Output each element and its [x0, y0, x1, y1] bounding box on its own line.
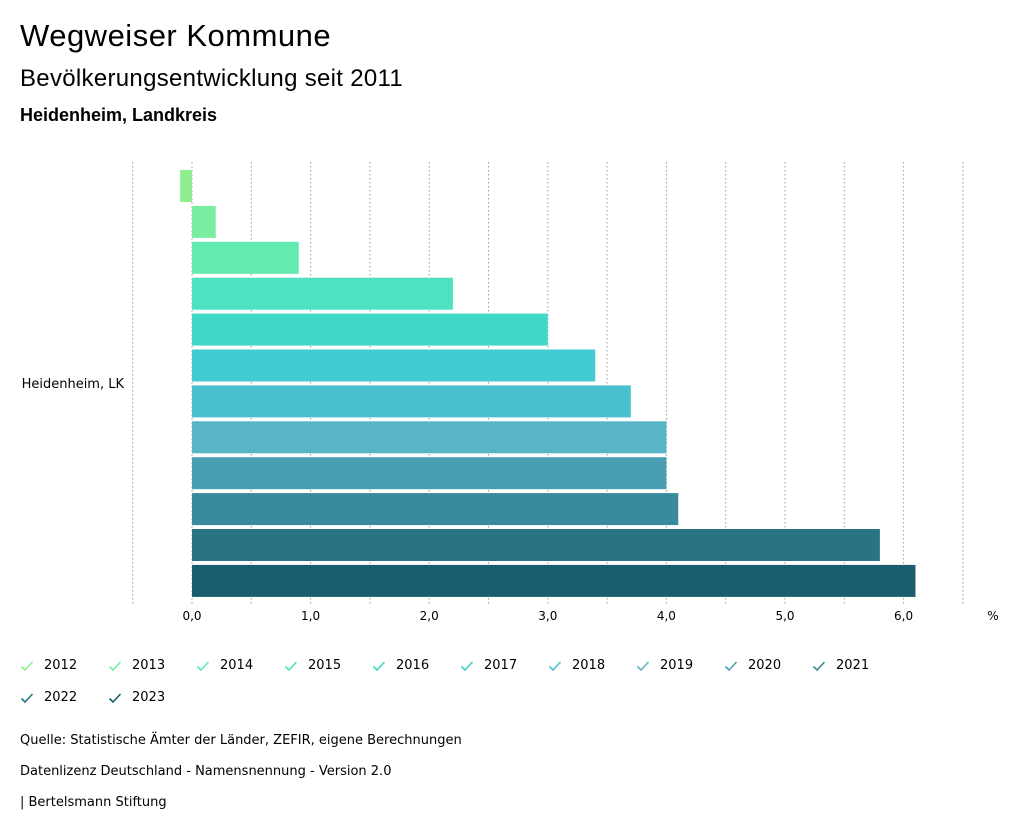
page-title: Wegweiser Kommune — [20, 18, 332, 53]
check-icon — [20, 692, 34, 703]
bar-chart: Heidenheim, LK 0,0 1,0 2,0 3,0 4,0 5,0 6,0% — [22, 162, 999, 623]
legend-label: 2022 — [44, 690, 78, 705]
legend-item-2020[interactable]: 2020 — [724, 658, 781, 673]
legend-item-2022[interactable]: 2022 — [20, 690, 77, 705]
source-note: Quelle: Statistische Ämter der Länder, Z… — [20, 733, 462, 748]
publisher-note: | Bertelsmann Stiftung — [20, 795, 167, 810]
legend-label: 2012 — [44, 658, 78, 673]
region-label: Heidenheim, Landkreis — [20, 105, 218, 125]
legend-item-2017[interactable]: 2017 — [460, 658, 517, 673]
x-tick-label: 1,0 — [301, 609, 320, 623]
legend-item-2023[interactable]: 2023 — [108, 690, 165, 705]
legend-label: 2018 — [572, 658, 606, 673]
bar-2020 — [192, 457, 667, 490]
x-tick-label: 4,0 — [657, 609, 676, 623]
legend-label: 2020 — [748, 658, 782, 673]
check-icon — [724, 660, 738, 671]
check-icon — [284, 660, 298, 671]
check-icon — [372, 660, 386, 671]
chart-subtitle: Bevölkerungsentwicklung seit 2011 — [20, 65, 404, 92]
x-tick-label: 0,0 — [182, 609, 201, 623]
legend-label: 2021 — [836, 658, 870, 673]
bar-2015 — [192, 277, 453, 310]
check-icon — [108, 660, 122, 671]
legend-label: 2014 — [220, 658, 254, 673]
legend-item-2012[interactable]: 2012 — [20, 658, 77, 673]
legend-label: 2016 — [396, 658, 430, 673]
legend-label: 2017 — [484, 658, 518, 673]
legend-item-2013[interactable]: 2013 — [108, 658, 165, 673]
bar-2017 — [192, 349, 596, 382]
check-icon — [20, 660, 34, 671]
legend-item-2014[interactable]: 2014 — [196, 658, 253, 673]
legend-item-2015[interactable]: 2015 — [284, 658, 341, 673]
legend-item-2021[interactable]: 2021 — [812, 658, 869, 673]
x-tick-label: 5,0 — [775, 609, 794, 623]
legend-label: 2013 — [132, 658, 166, 673]
bar-2022 — [192, 529, 880, 561]
check-icon — [108, 692, 122, 703]
bar-2014 — [192, 241, 299, 274]
x-tick-label: 2,0 — [420, 609, 439, 623]
check-icon — [812, 660, 826, 671]
check-icon — [460, 660, 474, 671]
bar-2012 — [180, 170, 192, 202]
legend-item-2016[interactable]: 2016 — [372, 658, 429, 673]
bar-2016 — [192, 313, 548, 346]
license-note: Datenlizenz Deutschland - Namensnennung … — [20, 764, 392, 779]
legend-label: 2023 — [132, 690, 166, 705]
bar-2023 — [192, 564, 916, 597]
legend-item-2018[interactable]: 2018 — [548, 658, 605, 673]
x-tick-label: 3,0 — [538, 609, 557, 623]
check-icon — [636, 660, 650, 671]
bar-2019 — [192, 421, 667, 454]
bar-2013 — [192, 205, 216, 238]
x-tick-label: 6,0 — [894, 609, 913, 623]
legend-item-2019[interactable]: 2019 — [636, 658, 693, 673]
check-icon — [196, 660, 210, 671]
x-unit-label: % — [987, 609, 998, 623]
category-label: Heidenheim, LK — [22, 377, 125, 392]
bar-2018 — [192, 385, 631, 418]
bar-2021 — [192, 493, 679, 526]
legend-label: 2019 — [660, 658, 694, 673]
check-icon — [548, 660, 562, 671]
legend-label: 2015 — [308, 658, 342, 673]
